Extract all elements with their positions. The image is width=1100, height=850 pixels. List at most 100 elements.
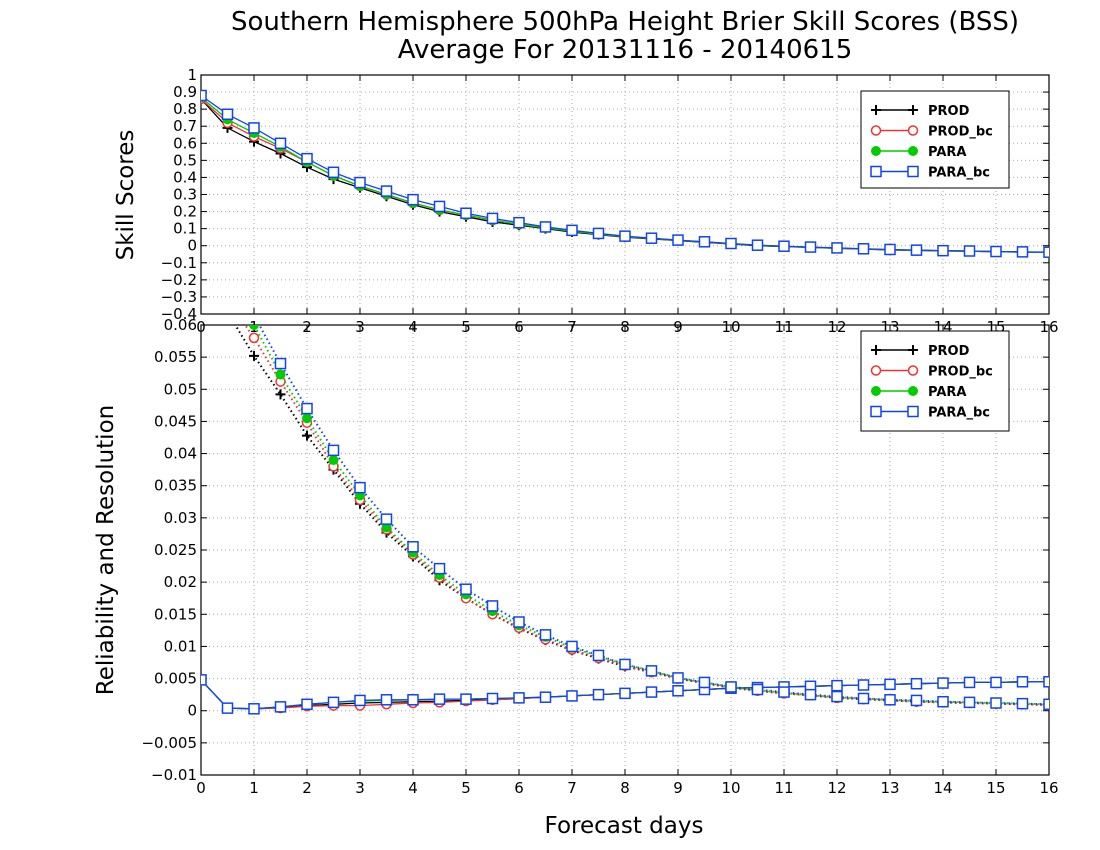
y-tick-label: 0.035	[154, 477, 197, 495]
y-tick-label: 0.8	[173, 100, 197, 118]
data-point-para-bc	[990, 676, 1002, 689]
y-tick-label: 0.1	[173, 220, 197, 238]
data-point-para-bc	[566, 690, 578, 702]
data-point-para-bc	[433, 200, 446, 213]
data-point-para-bc	[857, 243, 870, 255]
data-point-prod-bc	[248, 332, 260, 344]
data-point-para	[249, 325, 259, 330]
data-point-para-bc	[539, 221, 552, 233]
legend-box	[860, 330, 1010, 432]
data-point-para	[223, 281, 233, 291]
data-point-prod-bc	[223, 295, 232, 304]
data-point-para-bc	[566, 640, 578, 653]
series-layer	[201, 275, 1049, 715]
y-tick-label: −0.4	[161, 305, 197, 323]
data-point-para-bc	[910, 694, 923, 707]
data-point-para-bc	[248, 122, 260, 134]
legend-label: PARA	[928, 385, 966, 400]
y-tick-label: 0.015	[154, 605, 197, 623]
data-point-para-bc	[645, 232, 658, 244]
y-tick-label: 0.055	[154, 348, 197, 366]
data-point-para-bc	[937, 695, 949, 708]
data-point-para-bc	[407, 541, 419, 553]
data-point-prod	[223, 307, 233, 317]
data-point-para-bc	[301, 402, 313, 415]
legend-label: PROD_bc	[928, 365, 993, 380]
x-tick-label: 4	[408, 779, 418, 797]
data-point-para-bc	[433, 693, 446, 705]
data-point-para-bc	[201, 674, 207, 686]
data-point-para-bc	[460, 583, 472, 595]
data-point-para-bc	[513, 692, 525, 704]
data-point-para-bc	[1043, 246, 1049, 258]
data-point-para-bc	[223, 275, 233, 285]
data-point-para-bc	[884, 678, 896, 691]
data-point-para-bc	[937, 244, 949, 257]
data-point-para-bc	[990, 245, 1002, 258]
legend-marker	[871, 105, 881, 115]
data-point-para-bc	[990, 697, 1002, 709]
y-tick-label: 0.4	[173, 168, 197, 186]
x-tick-label: 14	[933, 779, 952, 797]
legend-marker	[870, 165, 882, 178]
data-point-para-bc	[301, 152, 313, 165]
data-point-para-bc	[380, 513, 393, 525]
legend-marker	[870, 405, 882, 418]
data-point-para-bc	[804, 241, 817, 253]
data-point-para-bc	[751, 683, 764, 696]
y-tick-label: 0.045	[154, 412, 197, 430]
legend-label: PROD	[928, 104, 970, 119]
y-tick-label: 0.06	[164, 316, 197, 334]
data-point-para-bc	[539, 629, 552, 641]
x-tick-label: 0	[196, 779, 206, 797]
data-point-para-bc	[433, 562, 446, 575]
data-point-para-bc	[910, 244, 923, 256]
data-point-para-bc	[910, 677, 923, 690]
data-point-para-bc	[725, 681, 737, 693]
legend-marker	[908, 146, 918, 156]
legend-label: PARA_bc	[928, 406, 990, 421]
data-point-para	[302, 413, 312, 424]
x-tick-label: 6	[514, 779, 524, 797]
legend-marker	[907, 125, 919, 136]
data-point-para-bc	[963, 696, 976, 709]
top-panel-skill-scores: −0.4−0.3−0.2−0.100.10.20.30.40.50.60.70.…	[113, 66, 1059, 336]
legend-label: PROD_bc	[928, 125, 993, 140]
data-point-para-bc	[831, 242, 843, 254]
data-point-para-bc	[221, 702, 234, 714]
y-tick-label: 0.3	[173, 186, 197, 204]
data-point-para-bc	[857, 679, 870, 691]
data-point-para-bc	[354, 176, 366, 189]
data-point-para-bc	[778, 686, 790, 698]
x-tick-label: 15	[986, 779, 1005, 797]
data-point-para-bc	[486, 600, 499, 612]
legend-marker	[907, 405, 919, 418]
y-tick-label: 0.6	[173, 134, 197, 152]
data-point-para	[381, 522, 392, 533]
chart-title-line1: Southern Hemisphere 500hPa Height Brier …	[231, 7, 1019, 37]
data-point-para-bc	[751, 239, 764, 251]
data-point-para-bc	[274, 137, 287, 150]
y-tick-label: 0.9	[173, 83, 197, 101]
legend-marker	[870, 125, 882, 136]
y-tick-label: −0.005	[141, 734, 197, 752]
x-tick-label: 3	[355, 779, 365, 797]
y-tick-label: 0.05	[164, 380, 197, 398]
data-point-para-bc	[619, 687, 631, 700]
y-tick-label: 0.03	[164, 509, 197, 527]
y-tick-label: −0.1	[161, 254, 197, 272]
data-point-para-bc	[698, 676, 711, 689]
y-tick-label: 1	[187, 66, 197, 84]
data-point-para-bc	[778, 240, 790, 252]
data-point-para-bc	[1043, 676, 1049, 688]
y-tick-label: 0.7	[173, 117, 197, 135]
data-point-para-bc	[963, 676, 976, 689]
legend-marker	[908, 105, 918, 115]
data-point-para-bc	[1043, 698, 1049, 711]
data-point-para-bc	[672, 672, 684, 684]
y-tick-label: 0.5	[173, 151, 197, 169]
x-tick-label: 11	[774, 779, 793, 797]
data-point-para-bc	[645, 665, 658, 677]
data-point-para-bc	[380, 694, 393, 706]
